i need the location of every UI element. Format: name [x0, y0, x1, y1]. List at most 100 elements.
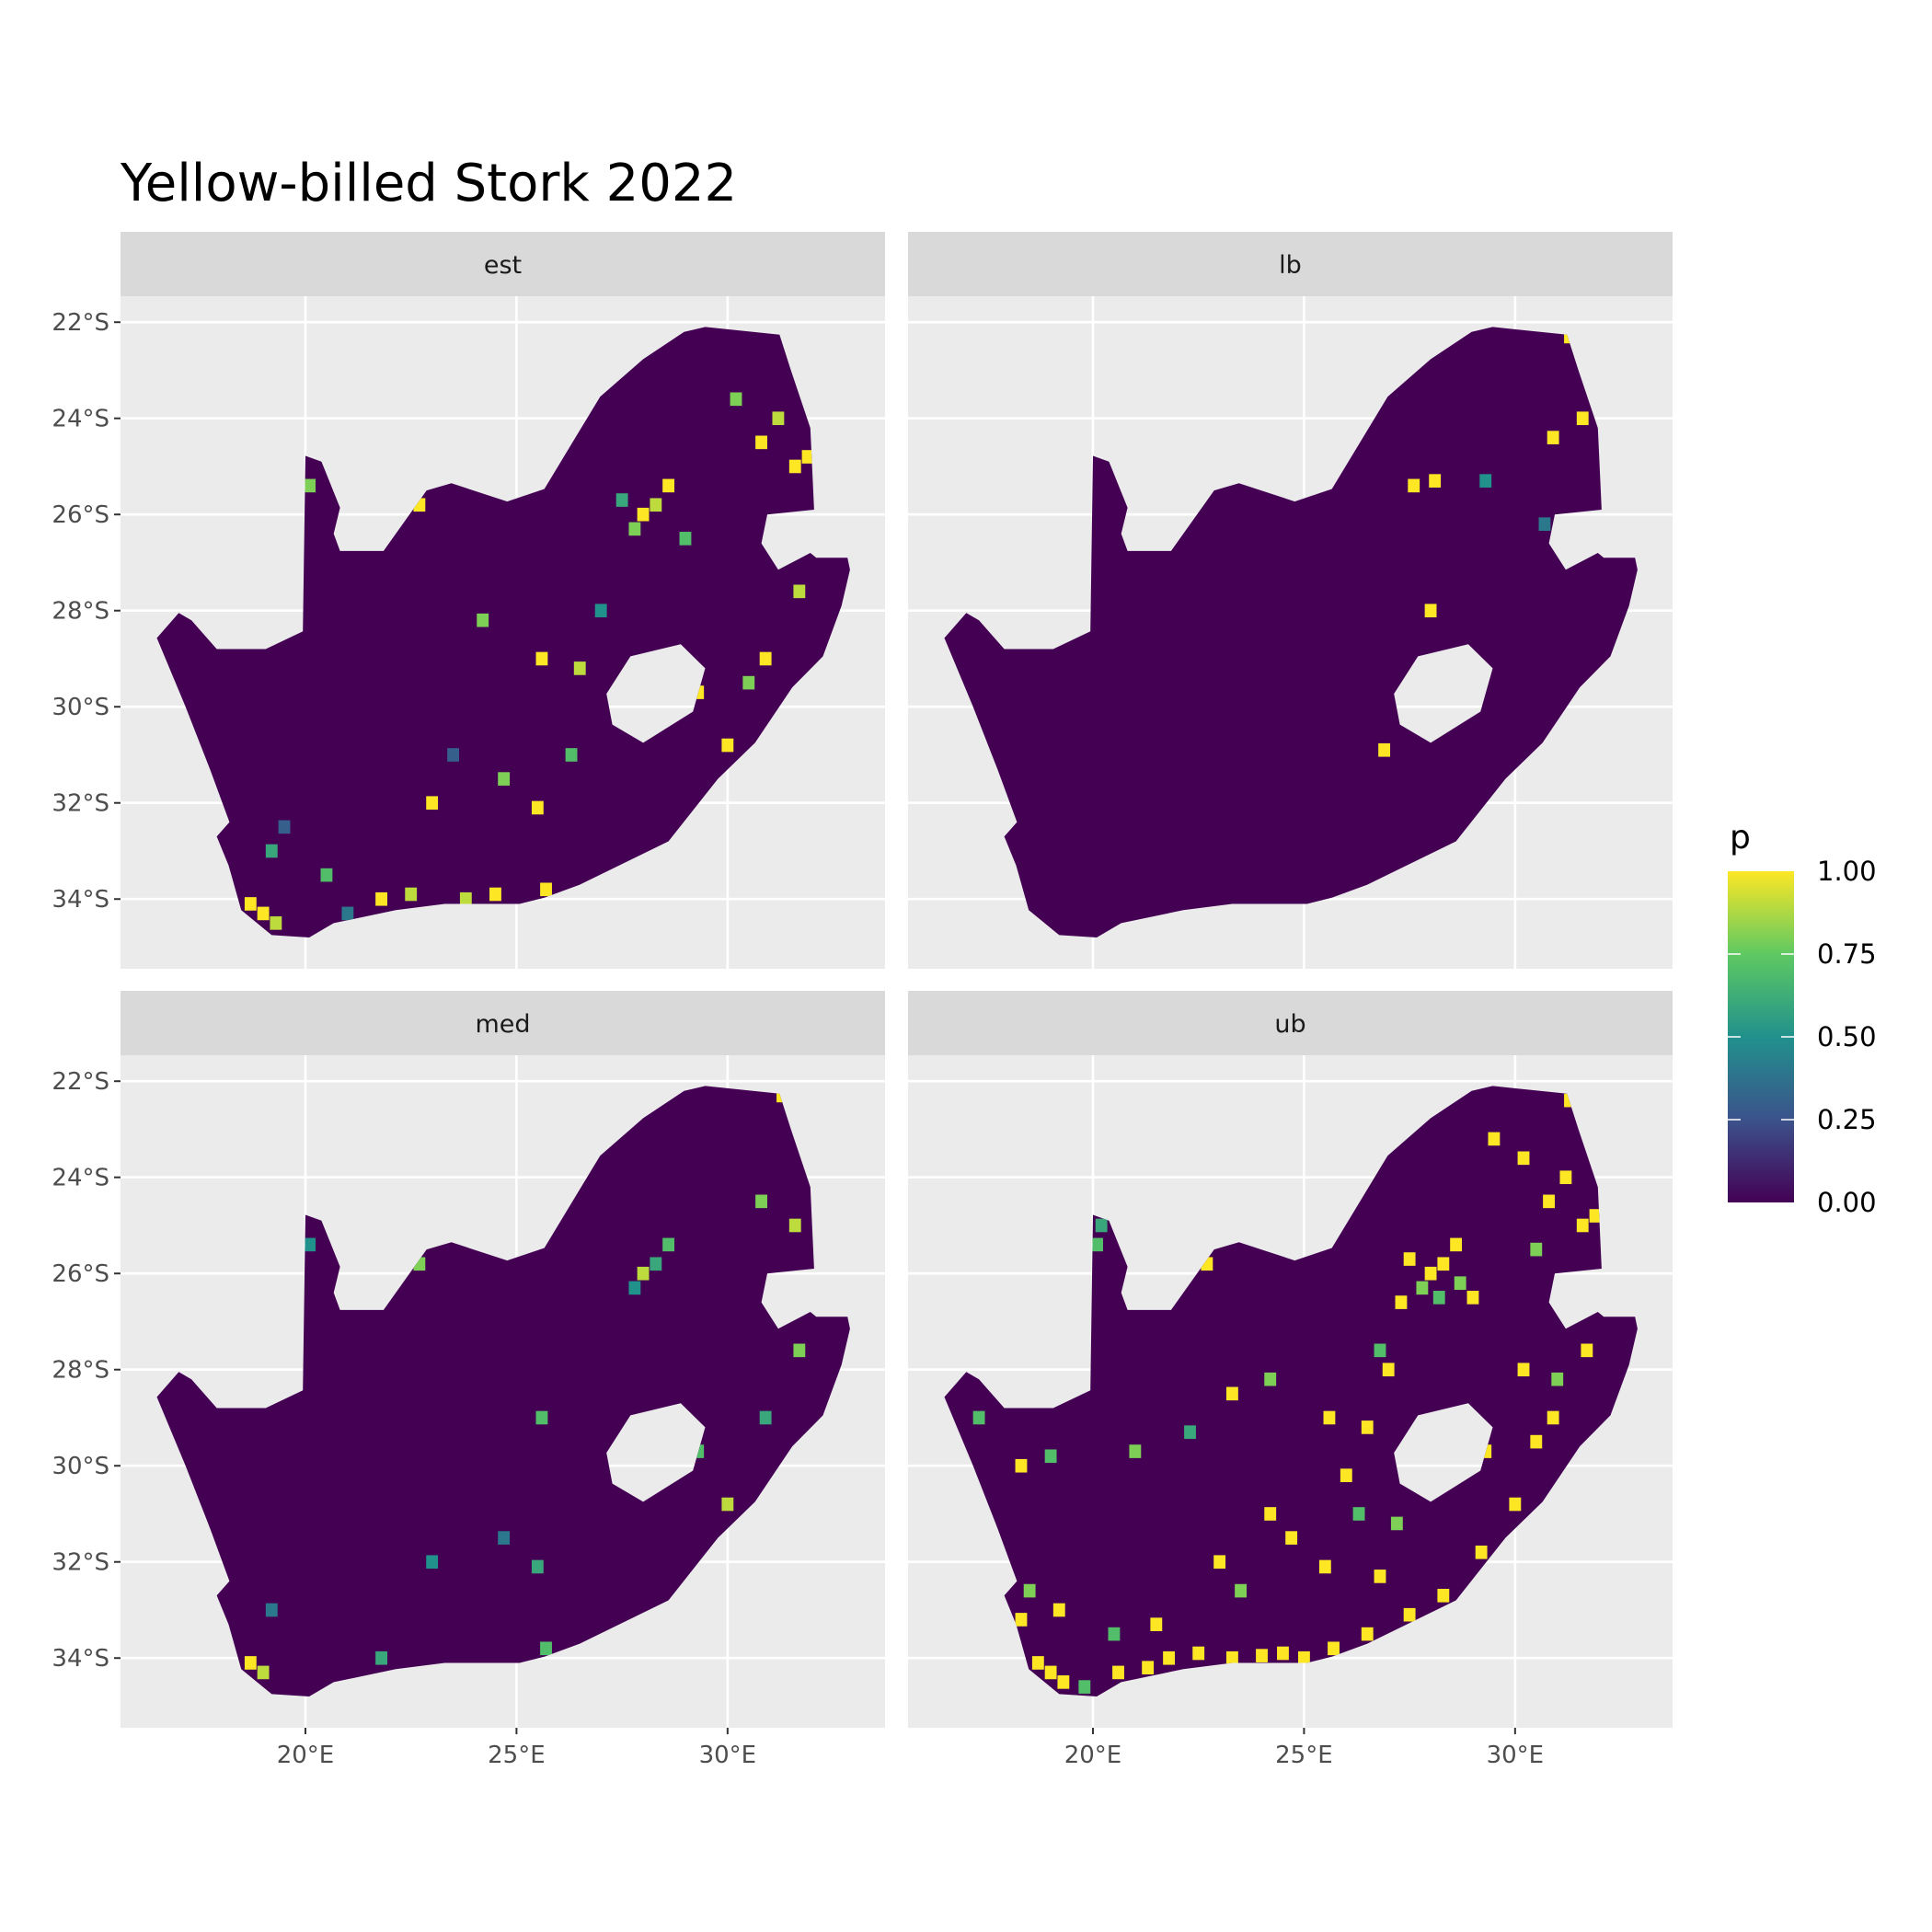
raster-cell	[304, 1237, 316, 1252]
raster-cell	[1416, 1281, 1429, 1295]
facet-panel-med: med 20°E 25°E 30°E 22°S 24°S 26°S 28°S 30°S 32°S 3…	[52, 991, 885, 1769]
y-tick-label: 30°S	[52, 1453, 109, 1480]
y-tick-label: 22°S	[52, 309, 109, 337]
raster-cell	[1150, 1617, 1163, 1631]
raster-cell	[1437, 1257, 1450, 1271]
raster-cell	[1551, 1372, 1564, 1386]
raster-cell	[730, 392, 742, 407]
raster-cell	[1479, 474, 1492, 488]
raster-cell	[531, 800, 544, 815]
raster-cell	[535, 651, 548, 666]
raster-cell	[788, 1218, 801, 1233]
raster-cell	[1225, 1650, 1238, 1665]
raster-cell	[1108, 1627, 1121, 1641]
raster-cell	[662, 478, 675, 493]
raster-cell	[1454, 1276, 1466, 1290]
raster-cell	[972, 1410, 985, 1425]
x-tick-label: 20°E	[277, 1742, 335, 1769]
raster-cell	[498, 1531, 511, 1545]
raster-cell	[637, 1266, 650, 1281]
legend: p 0.00 0.25 0.50 0.75 1.00	[1728, 819, 1877, 1218]
raster-cell	[1192, 1646, 1205, 1661]
raster-cell	[755, 435, 767, 450]
facet-panels: est 22°S 24°S 26°S 28°S 30°S 32°S 34°S lb med 20°E…	[52, 232, 1673, 1769]
raster-cell	[426, 1555, 439, 1570]
facet-panel-ub: ub 20°E 25°E 30°E	[908, 991, 1673, 1769]
raster-cell	[270, 916, 282, 930]
raster-cell	[244, 897, 257, 911]
raster-cell	[1264, 1372, 1277, 1386]
region-raster-base	[944, 327, 1638, 937]
legend-tick-label: 0.50	[1817, 1021, 1877, 1052]
raster-cell	[759, 651, 772, 666]
raster-cell	[1475, 1545, 1488, 1559]
raster-cell	[637, 507, 650, 522]
raster-cell	[1488, 1132, 1501, 1146]
raster-cell	[1057, 1675, 1070, 1689]
raster-cell	[1129, 1444, 1142, 1458]
raster-cell	[265, 1603, 278, 1617]
facet-strip-label: ub	[1274, 1010, 1305, 1039]
raster-cell	[1361, 1627, 1374, 1641]
raster-cell	[628, 1281, 641, 1295]
raster-cell	[405, 887, 418, 902]
facet-strip-label: med	[475, 1010, 530, 1039]
raster-cell	[1352, 1507, 1365, 1521]
raster-cell	[1378, 742, 1391, 757]
y-tick-label: 22°S	[52, 1068, 109, 1096]
raster-cell	[772, 411, 785, 426]
raster-cell	[793, 584, 806, 599]
y-tick-label: 28°S	[52, 598, 109, 626]
raster-cell	[1023, 1583, 1036, 1598]
facet-strip-label: est	[484, 251, 522, 280]
raster-cell	[1424, 604, 1437, 618]
raster-cell	[573, 661, 586, 675]
raster-cell	[265, 844, 278, 858]
legend-tick-label: 1.00	[1817, 856, 1877, 887]
raster-cell	[426, 796, 439, 811]
y-tick-label: 34°S	[52, 886, 109, 914]
raster-cell	[540, 882, 552, 897]
raster-cell	[1052, 1603, 1065, 1617]
raster-cell	[1091, 1237, 1103, 1252]
raster-cell	[679, 532, 692, 546]
y-tick-label: 28°S	[52, 1357, 109, 1385]
raster-cell	[1538, 517, 1551, 531]
raster-cell	[1403, 1252, 1416, 1266]
y-tick-label: 30°S	[52, 694, 109, 721]
raster-cell	[1374, 1343, 1386, 1358]
raster-cell	[244, 1656, 257, 1670]
raster-cell	[1581, 1343, 1593, 1358]
legend-tick-label: 0.00	[1817, 1187, 1877, 1218]
raster-cell	[1184, 1425, 1196, 1439]
raster-cell	[1163, 1650, 1176, 1665]
y-tick-label: 32°S	[52, 790, 109, 818]
raster-cell	[1297, 1650, 1310, 1665]
raster-cell	[721, 1497, 734, 1512]
x-tick-label: 20°E	[1064, 1742, 1122, 1769]
raster-cell	[375, 891, 388, 906]
legend-ticks: 0.00 0.25 0.50 0.75 1.00	[1728, 856, 1877, 1218]
facet-panel-lb: lb	[908, 232, 1673, 969]
raster-cell	[341, 906, 354, 921]
raster-cell	[1429, 474, 1442, 488]
raster-cells	[244, 392, 814, 930]
raster-cell	[1235, 1583, 1248, 1598]
raster-cell	[1509, 1497, 1522, 1512]
raster-cell	[320, 868, 333, 882]
raster-cell	[1015, 1613, 1028, 1627]
raster-cell	[477, 613, 489, 627]
facet-panel-est: est 22°S 24°S 26°S 28°S 30°S 32°S 34°S	[52, 232, 885, 969]
y-tick-label: 26°S	[52, 501, 109, 529]
raster-cell	[1543, 1194, 1555, 1209]
raster-cell	[793, 1343, 806, 1358]
region-raster-base	[156, 1086, 850, 1696]
raster-cell	[1559, 1170, 1572, 1185]
raster-cell	[594, 604, 607, 618]
raster-cell	[1323, 1410, 1336, 1425]
raster-cell	[1256, 1649, 1268, 1662]
legend-tick-label: 0.75	[1817, 938, 1877, 970]
raster-cell	[1576, 1218, 1589, 1233]
raster-cell	[531, 1559, 544, 1574]
